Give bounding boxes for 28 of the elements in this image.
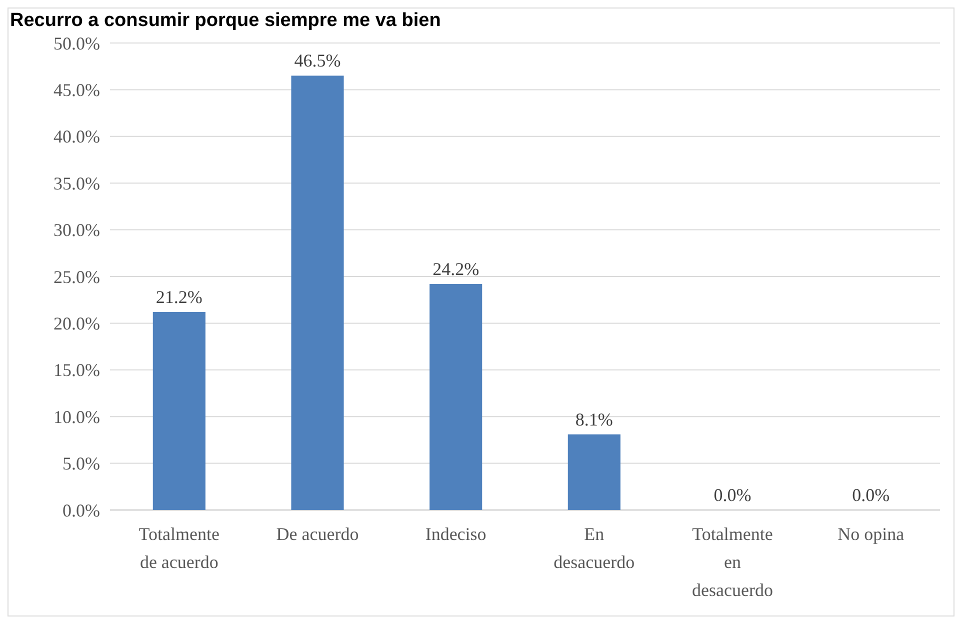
y-tick-label: 25.0%	[54, 266, 100, 287]
x-tick-label: Totalmente en desacuerdo	[692, 524, 773, 600]
y-tick-label: 35.0%	[54, 173, 100, 194]
y-tick-label: 0.0%	[62, 500, 100, 520]
x-tick-label: Totalmente de acuerdo	[138, 524, 220, 572]
data-label: 24.2%	[432, 258, 480, 279]
data-label: 8.1%	[575, 409, 613, 430]
x-tick-label: De acuerdo	[276, 524, 359, 544]
y-tick-label: 15.0%	[54, 360, 100, 380]
y-tick-label: 20.0%	[54, 314, 100, 334]
x-tick-label: Indeciso	[425, 524, 486, 544]
y-tick-label: 5.0%	[62, 454, 100, 474]
y-tick-label: 50.0%	[54, 33, 100, 54]
y-tick-label: 10.0%	[54, 406, 100, 427]
bar	[430, 284, 482, 510]
data-label: 21.2%	[156, 286, 202, 307]
x-tick-label: No opina	[838, 524, 904, 544]
bar	[291, 76, 344, 510]
data-label: 0.0%	[714, 485, 752, 505]
bar	[568, 434, 620, 510]
data-label: 0.0%	[852, 485, 890, 505]
chart-title: Recurro a consumir porque siempre me va bien	[10, 10, 441, 31]
y-tick-label: 45.0%	[54, 80, 100, 100]
x-tick-label: En desacuerdo	[554, 524, 635, 572]
y-tick-label: 40.0%	[54, 126, 100, 147]
bar	[152, 312, 206, 510]
y-tick-label: 30.0%	[54, 220, 100, 240]
data-label: 46.5%	[294, 50, 341, 71]
